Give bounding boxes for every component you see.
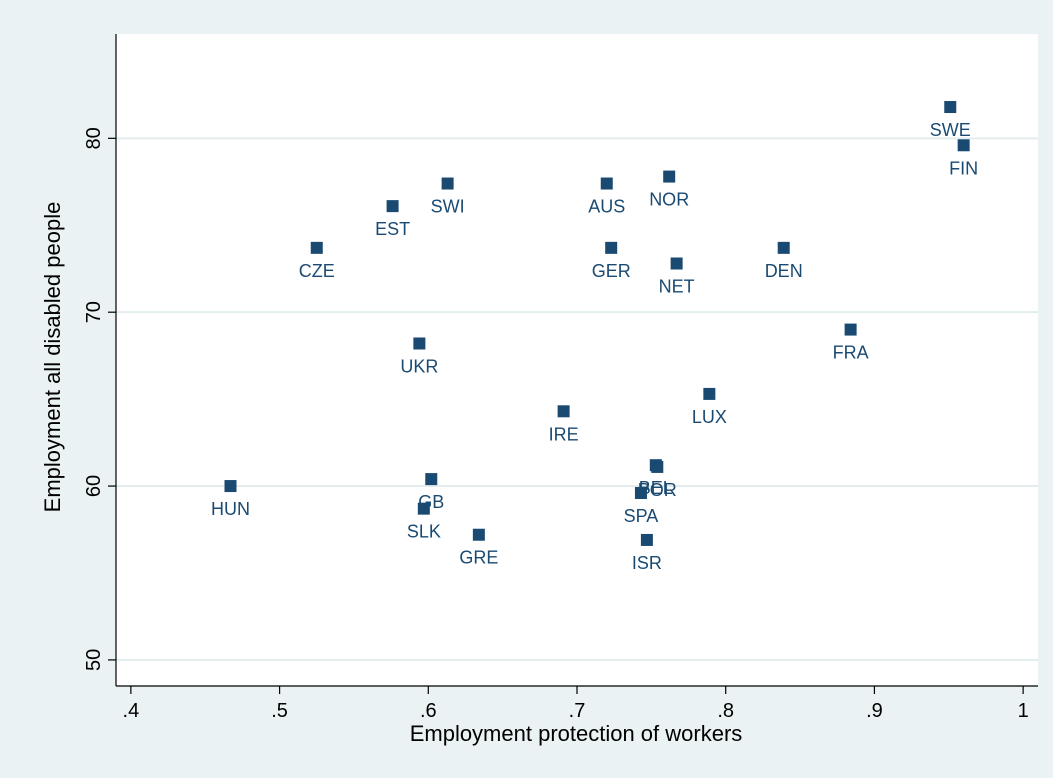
data-point-fra: FRA — [833, 323, 869, 363]
data-point-hun: HUN — [211, 480, 250, 519]
point-label: UKR — [400, 356, 438, 376]
point-marker — [844, 323, 857, 336]
point-marker — [557, 405, 570, 418]
point-label: FRA — [833, 343, 869, 363]
point-marker — [472, 528, 485, 541]
point-label: LUX — [692, 407, 727, 427]
point-marker — [441, 177, 454, 190]
point-label: EST — [375, 219, 410, 239]
point-marker — [425, 473, 438, 486]
point-label: CZE — [299, 261, 335, 281]
point-marker — [670, 257, 683, 270]
point-label: GRE — [459, 548, 498, 568]
point-label: ISR — [632, 553, 662, 573]
data-point-cze: CZE — [299, 241, 335, 281]
x-axis-label: Employment protection of workers — [410, 721, 743, 746]
point-label: NET — [659, 277, 695, 297]
x-tick-label: .5 — [271, 700, 288, 722]
point-label: AUS — [588, 197, 625, 217]
point-label: NOR — [649, 190, 689, 210]
data-point-aus: AUS — [588, 177, 625, 217]
point-marker — [224, 480, 237, 493]
y-tick-label: 60 — [83, 475, 105, 497]
y-tick-label: 70 — [83, 301, 105, 323]
data-point-por: POR — [638, 460, 677, 500]
data-point-isr: ISR — [632, 533, 662, 573]
point-marker — [310, 241, 323, 254]
y-tick-label: 50 — [83, 649, 105, 671]
point-marker — [634, 487, 647, 500]
point-marker — [640, 533, 653, 546]
point-label: SLK — [407, 522, 441, 542]
x-tick-label: .4 — [123, 700, 140, 722]
gridlines — [116, 137, 1038, 661]
point-marker — [417, 502, 430, 515]
point-label: FIN — [949, 158, 978, 178]
data-point-lux: LUX — [692, 387, 727, 427]
point-label: BEL — [639, 478, 673, 498]
data-point-net: NET — [659, 257, 695, 297]
x-tick-label: 1 — [1018, 700, 1029, 722]
point-marker — [944, 101, 957, 114]
data-point-den: DEN — [765, 241, 803, 281]
point-marker — [413, 337, 426, 350]
data-point-slk: SLK — [407, 502, 441, 542]
point-marker — [703, 387, 716, 400]
point-marker — [957, 139, 970, 152]
data-point-swe: SWE — [930, 101, 971, 140]
x-tick-label: .6 — [420, 700, 437, 722]
point-label: POR — [638, 480, 677, 500]
point-label: IRE — [549, 424, 579, 444]
data-points: SWE FIN SWI EST AUS NOR CZE GER NET DEN UKR FRA LUX I… — [211, 101, 978, 573]
y-tick-label: 80 — [83, 127, 105, 149]
point-label: GER — [592, 261, 631, 281]
data-point-nor: NOR — [649, 170, 689, 210]
point-label: SWI — [431, 197, 465, 217]
data-point-est: EST — [375, 200, 410, 239]
point-marker — [777, 241, 790, 254]
data-point-spa: SPA — [624, 487, 659, 526]
point-label: HUN — [211, 499, 250, 519]
point-marker — [651, 460, 664, 473]
data-point-gre: GRE — [459, 528, 498, 568]
data-point-ger: GER — [592, 241, 631, 281]
point-marker — [386, 200, 399, 213]
point-label: DEN — [765, 261, 803, 281]
point-marker — [600, 177, 613, 190]
data-point-fin: FIN — [949, 139, 978, 178]
data-point-ire: IRE — [549, 405, 579, 444]
y-axis-ticks: 50 60 70 80 — [83, 127, 116, 671]
x-tick-label: .7 — [569, 700, 586, 722]
x-tick-label: .9 — [866, 700, 883, 722]
x-tick-label: .8 — [717, 700, 734, 722]
x-axis-ticks: .4 .5 .6 .7 .8 .9 1 — [123, 686, 1029, 722]
plot-area — [116, 34, 1038, 686]
data-point-ukr: UKR — [400, 337, 438, 376]
point-marker — [663, 170, 676, 183]
data-point-swi: SWI — [431, 177, 465, 217]
point-marker — [605, 241, 618, 254]
point-label: SPA — [624, 506, 659, 526]
y-axis-label: Employment all disabled people — [40, 202, 65, 513]
point-label: SWE — [930, 120, 971, 140]
